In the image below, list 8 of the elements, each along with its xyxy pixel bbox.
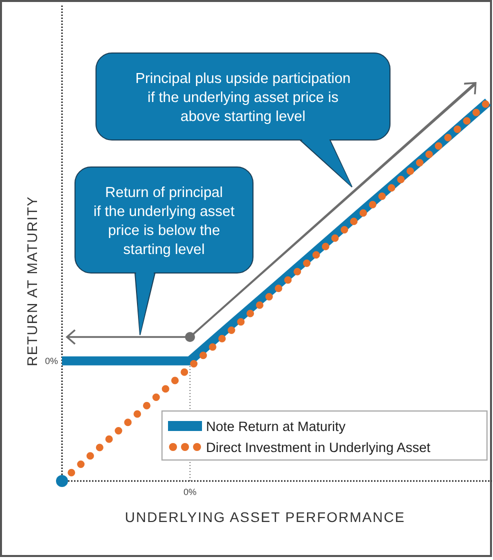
annotation: Return of principal if the underlying asset price is below the starting level [93, 185, 235, 258]
text: 0% [44, 356, 58, 366]
annotation: Principal plus upside participation if the underlying asset price is above starting level [135, 71, 351, 125]
y-axis-title: RETURN AT MATURITY [24, 196, 40, 366]
text: 0% [183, 487, 197, 497]
legend-label: Note Return at Maturity [206, 419, 346, 434]
x-axis-title: UNDERLYING ASSET PERFORMANCE [124, 509, 406, 525]
legend-label: Direct Investment in Underlying Asset [206, 440, 431, 455]
